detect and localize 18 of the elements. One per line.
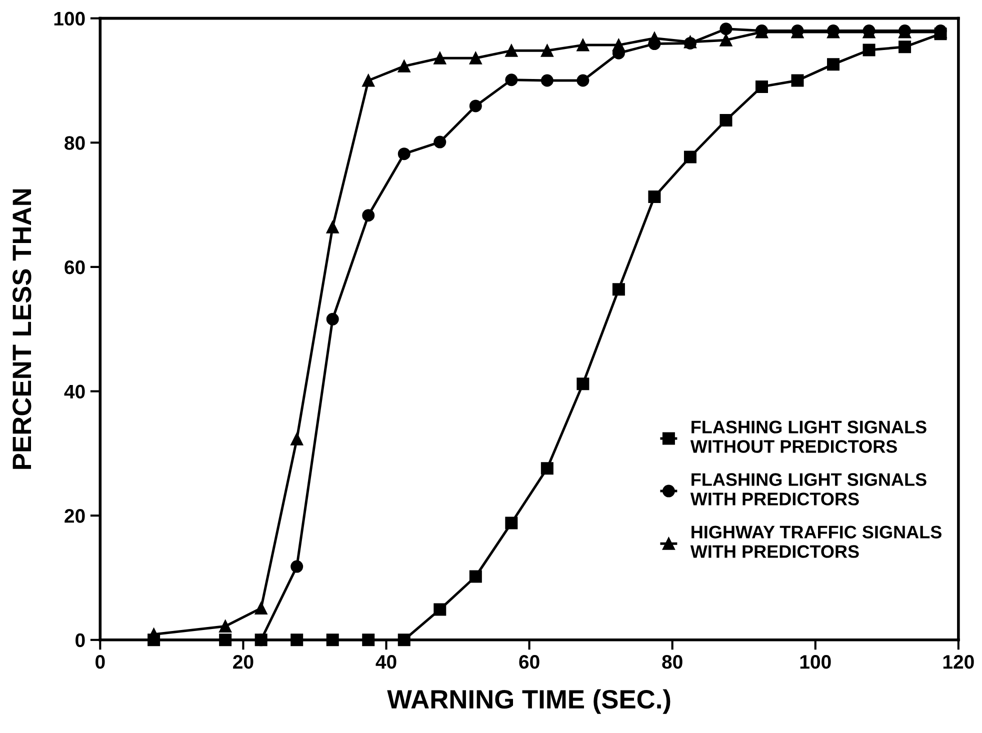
legend-label: FLASHING LIGHT SIGNALS WITHOUT PREDICTORS <box>690 420 926 453</box>
x-tick-label: 100 <box>800 655 831 669</box>
x-axis-title: WARNING TIME (SEC.) <box>387 689 670 714</box>
y-tick-label: 100 <box>54 12 85 26</box>
y-axis-title: PERCENT LESS THAN <box>12 189 32 469</box>
x-tick-label: 60 <box>519 655 540 669</box>
x-tick-label: 0 <box>96 655 105 669</box>
x-tick-label: 40 <box>376 655 396 669</box>
y-tick-label: 60 <box>64 260 85 274</box>
y-tick-label: 40 <box>64 384 85 399</box>
legend-label: HIGHWAY TRAFFIC SIGNALS WITH PREDICTORS <box>690 526 942 558</box>
x-tick-label: 80 <box>662 655 682 669</box>
x-tick-label: 120 <box>943 655 974 669</box>
y-tick-label: 0 <box>76 633 85 648</box>
y-tick-label: 80 <box>64 136 85 150</box>
y-tick-label: 20 <box>64 509 85 523</box>
legend-label: FLASHING LIGHT SIGNALS WITH PREDICTORS <box>690 473 926 506</box>
x-tick-label: 20 <box>233 655 254 669</box>
